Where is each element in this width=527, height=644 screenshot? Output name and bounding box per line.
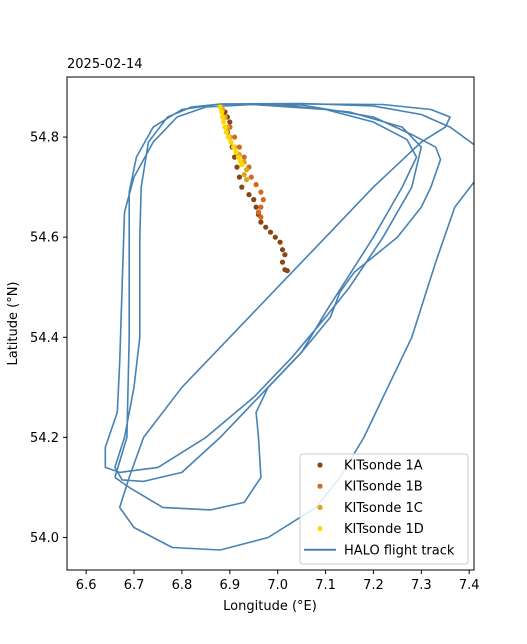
- points-layer: [217, 104, 290, 274]
- sonde-point-3-9: [241, 172, 247, 178]
- legend-entry-label: KITsonde 1B: [344, 480, 423, 495]
- legend-swatch-point: [317, 526, 323, 532]
- y-tick-label: 54.6: [30, 231, 59, 246]
- sonde-point-4-2: [219, 109, 225, 115]
- legend-swatch-point: [317, 504, 323, 510]
- y-axis-label: Latitude (°N): [6, 281, 21, 365]
- sonde-point-4-11: [235, 154, 241, 160]
- x-tick-label: 6.8: [172, 578, 193, 593]
- x-tick-label: 7.2: [363, 578, 384, 593]
- sonde-point-2-14: [258, 214, 264, 220]
- x-tick-label: 7.0: [267, 578, 288, 593]
- sonde-point-2-4: [232, 134, 238, 140]
- sonde-point-1-21: [277, 239, 283, 245]
- sonde-point-4-4: [221, 119, 227, 125]
- y-tick-label: 54.8: [30, 131, 59, 146]
- plot-frame: [66, 76, 475, 571]
- sonde-point-4-9: [231, 144, 237, 150]
- chart-title: 2025-02-14: [67, 57, 143, 72]
- y-tick-label: 54.0: [30, 531, 59, 546]
- sonde-point-2-8: [248, 174, 254, 180]
- legend-swatch-point: [317, 483, 323, 489]
- legend: KITsonde 1A KITsonde 1B KITsonde 1C KITsond…: [299, 453, 469, 565]
- sonde-point-2-9: [253, 182, 259, 188]
- sonde-point-1-23: [282, 252, 288, 258]
- sonde-point-4-6: [223, 129, 229, 135]
- legend-box: [299, 453, 469, 565]
- x-tick-label: 7.4: [459, 578, 480, 593]
- sonde-point-3-8: [244, 167, 250, 173]
- sonde-point-4-10: [233, 149, 239, 155]
- sonde-point-4-1: [217, 104, 223, 110]
- sonde-point-4-7: [225, 134, 231, 140]
- sonde-point-1-10: [234, 164, 240, 170]
- sonde-point-1-15: [253, 204, 259, 210]
- x-axis: 6.6 6.7 6.8 6.9 7.0 7.1 7.2 7.3 7.4: [76, 570, 480, 593]
- sonde-point-1-4: [227, 119, 233, 125]
- sonde-point-1-26: [284, 268, 290, 274]
- sonde-point-2-11: [260, 197, 266, 203]
- sonde-point-1-19: [267, 229, 274, 235]
- sonde-point-2-13: [255, 209, 262, 215]
- sonde-point-1-17: [258, 219, 264, 225]
- sonde-point-2-5: [236, 144, 242, 150]
- sonde-point-1-14: [251, 197, 257, 203]
- halo-track-segment-1: [118, 103, 474, 551]
- sonde-point-1-13: [246, 192, 252, 198]
- x-tick-label: 7.3: [411, 578, 432, 593]
- legend-entry-label: KITsonde 1C: [344, 501, 423, 516]
- y-tick-label: 54.2: [30, 431, 59, 446]
- x-tick-label: 6.9: [219, 578, 240, 593]
- sonde-point-4-3: [220, 114, 226, 120]
- sonde-point-1-18: [263, 224, 269, 230]
- sonde-point-4-13: [239, 162, 245, 168]
- sonde-point-2-6: [241, 154, 247, 160]
- y-tick-label: 54.4: [30, 331, 59, 346]
- sonde-point-2-12: [258, 204, 264, 210]
- legend-entry-label: KITsonde 1A: [344, 459, 423, 474]
- legend-entry-label: KITsonde 1D: [344, 522, 424, 537]
- sonde-point-4-5: [222, 124, 228, 130]
- x-tick-label: 6.6: [76, 578, 97, 593]
- sonde-point-1-12: [239, 184, 245, 190]
- x-tick-label: 6.7: [124, 578, 145, 593]
- sonde-point-1-24: [279, 259, 286, 265]
- sonde-point-4-8: [228, 139, 234, 145]
- sonde-point-2-10: [258, 189, 264, 195]
- sonde-point-1-20: [272, 234, 278, 240]
- sonde-point-1-22: [279, 247, 286, 253]
- x-axis-label: Longitude (°E): [223, 599, 317, 614]
- legend-swatch-point: [317, 462, 323, 468]
- tracks-layer: [104, 102, 474, 551]
- legend-entry-label: HALO flight track: [344, 543, 455, 558]
- sonde-point-3-10: [244, 177, 250, 183]
- y-axis: 54.0 54.2 54.4 54.6 54.8: [30, 131, 67, 546]
- sonde-point-1-9: [232, 154, 238, 160]
- halo-track-segment-3: [104, 103, 423, 511]
- x-tick-label: 7.1: [315, 578, 336, 593]
- sonde-point-1-11: [236, 174, 242, 180]
